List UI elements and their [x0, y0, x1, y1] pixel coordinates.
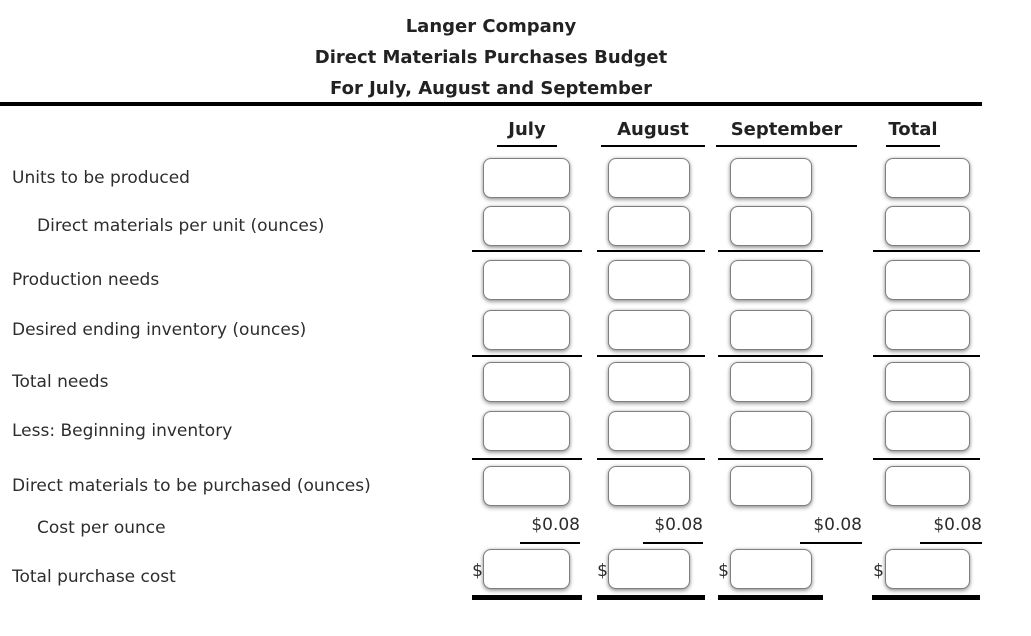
input-beginning-inventory-september[interactable]: [730, 411, 812, 451]
dollar-sign-total: $: [873, 561, 884, 581]
subtotal-rule-total-needs-july: [472, 355, 582, 357]
subtotal-rule-total-needs-august: [597, 355, 705, 357]
subtotal-rule-production-september: [718, 250, 823, 252]
grand-total-double-rule-september: [718, 595, 823, 600]
cost-rule-july: [520, 542, 580, 544]
input-materials-per-unit-july[interactable]: [483, 206, 570, 246]
input-beginning-inventory-july[interactable]: [483, 411, 570, 451]
cost-rule-august: [643, 542, 703, 544]
input-ending-inventory-july[interactable]: [483, 310, 570, 350]
column-header-august: August: [601, 114, 705, 147]
row-label-desired-ending-inventory: Desired ending inventory (ounces): [12, 320, 307, 340]
input-materials-purchased-september[interactable]: [730, 466, 812, 506]
subtotal-rule-purchased-august: [597, 458, 705, 460]
dollar-sign-august: $: [597, 561, 608, 581]
subtotal-rule-purchased-total: [873, 458, 980, 460]
column-header-september: September: [716, 114, 857, 147]
input-units-produced-august[interactable]: [608, 158, 690, 198]
input-materials-per-unit-september[interactable]: [730, 206, 812, 246]
row-label-total-needs: Total needs: [12, 372, 109, 392]
input-units-produced-july[interactable]: [483, 158, 570, 198]
row-label-production-needs: Production needs: [12, 270, 160, 290]
input-units-produced-september[interactable]: [730, 158, 812, 198]
input-total-needs-september[interactable]: [730, 362, 812, 402]
row-label-direct-materials-per-unit: Direct materials per unit (ounces): [37, 216, 325, 236]
input-total-purchase-cost-july[interactable]: [483, 549, 570, 589]
input-beginning-inventory-total[interactable]: [885, 411, 970, 451]
subtotal-rule-production-total: [873, 250, 980, 252]
input-total-purchase-cost-august[interactable]: [608, 549, 690, 589]
input-total-needs-total[interactable]: [885, 362, 970, 402]
input-ending-inventory-total[interactable]: [885, 310, 970, 350]
cost-per-ounce-july: $0.08: [531, 515, 580, 535]
input-ending-inventory-august[interactable]: [608, 310, 690, 350]
cost-per-ounce-august: $0.08: [654, 515, 703, 535]
row-label-cost-per-ounce: Cost per ounce: [37, 518, 166, 538]
grand-total-double-rule-august: [597, 595, 705, 600]
report-title: Direct Materials Purchases Budget: [314, 47, 668, 68]
input-total-purchase-cost-september[interactable]: [730, 549, 812, 589]
input-ending-inventory-september[interactable]: [730, 310, 812, 350]
title-divider-rule: [0, 102, 982, 106]
row-label-direct-materials-to-be-purchased: Direct materials to be purchased (ounces…: [12, 476, 371, 496]
company-name: Langer Company: [405, 16, 577, 37]
grand-total-double-rule-total: [872, 595, 980, 600]
input-materials-purchased-august[interactable]: [608, 466, 690, 506]
subtotal-rule-purchased-september: [718, 458, 823, 460]
input-total-needs-august[interactable]: [608, 362, 690, 402]
report-period: For July, August and September: [330, 78, 652, 99]
dollar-sign-july: $: [472, 561, 483, 581]
dollar-sign-september: $: [718, 561, 729, 581]
input-production-needs-total[interactable]: [885, 260, 970, 300]
subtotal-rule-purchased-july: [472, 458, 582, 460]
input-materials-per-unit-total[interactable]: [885, 206, 970, 246]
row-label-total-purchase-cost: Total purchase cost: [12, 567, 176, 587]
row-label-less-beginning-inventory: Less: Beginning inventory: [12, 421, 233, 441]
column-header-total: Total: [886, 114, 940, 147]
grand-total-double-rule-july: [472, 595, 582, 600]
cost-per-ounce-september: $0.08: [813, 515, 862, 535]
subtotal-rule-total-needs-total: [873, 355, 980, 357]
subtotal-rule-production-july: [472, 250, 582, 252]
row-label-units-to-be-produced: Units to be produced: [12, 168, 190, 188]
input-production-needs-september[interactable]: [730, 260, 812, 300]
input-materials-purchased-july[interactable]: [483, 466, 570, 506]
cost-rule-total: [920, 542, 982, 544]
input-total-needs-july[interactable]: [483, 362, 570, 402]
cost-per-ounce-total: $0.08: [933, 515, 982, 535]
cost-rule-september: [800, 542, 862, 544]
input-production-needs-august[interactable]: [608, 260, 690, 300]
input-total-purchase-cost-total[interactable]: [885, 549, 970, 589]
input-production-needs-july[interactable]: [483, 260, 570, 300]
input-units-produced-total[interactable]: [885, 158, 970, 198]
subtotal-rule-production-august: [597, 250, 705, 252]
input-beginning-inventory-august[interactable]: [608, 411, 690, 451]
subtotal-rule-total-needs-september: [718, 355, 823, 357]
input-materials-per-unit-august[interactable]: [608, 206, 690, 246]
column-header-july: July: [497, 114, 557, 147]
input-materials-purchased-total[interactable]: [885, 466, 970, 506]
